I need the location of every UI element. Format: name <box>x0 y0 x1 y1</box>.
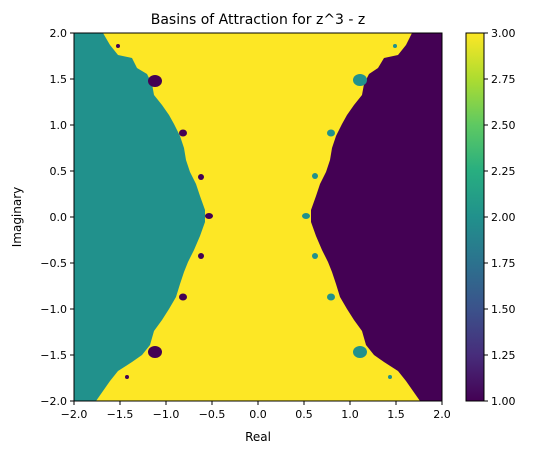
x-tick-label: 0.0 <box>249 408 267 421</box>
colorbar-tick-label: 1.75 <box>491 257 516 270</box>
y-axis-ticks: 2.0 1.5 1.0 0.5 0.0 −0.5 −1.0 −1.5 −2.0 <box>40 27 74 408</box>
y-tick-label: 2.0 <box>50 27 68 40</box>
plot-area <box>74 33 442 401</box>
x-axis-ticks: −2.0 −1.5 −1.0 −0.5 0.0 0.5 1.0 1.5 2.0 <box>61 401 451 421</box>
colorbar-tick-label: 1.00 <box>491 395 516 408</box>
x-tick-label: −2.0 <box>61 408 88 421</box>
colorbar-tick-label: 3.00 <box>491 27 516 40</box>
y-tick-label: −1.0 <box>40 303 67 316</box>
x-tick-label: −0.5 <box>199 408 226 421</box>
y-axis-label: Imaginary <box>10 187 24 248</box>
y-tick-label: −1.5 <box>40 349 67 362</box>
x-tick-label: −1.0 <box>153 408 180 421</box>
y-tick-label: −0.5 <box>40 257 67 270</box>
x-tick-label: 2.0 <box>433 408 451 421</box>
x-tick-label: −1.5 <box>107 408 134 421</box>
basin-minus-one <box>74 33 205 401</box>
x-axis-label: Real <box>245 430 271 444</box>
colorbar-tick-label: 2.25 <box>491 165 516 178</box>
colorbar-tick-label: 1.50 <box>491 303 516 316</box>
colorbar <box>465 32 485 402</box>
colorbar-ticks: 3.00 2.75 2.50 2.25 2.00 1.75 1.50 1.25 1.00 <box>484 27 516 408</box>
x-tick-label: 1.5 <box>387 408 405 421</box>
x-tick-label: 1.0 <box>341 408 359 421</box>
colorbar-tick-label: 2.00 <box>491 211 516 224</box>
x-tick-label: 0.5 <box>295 408 313 421</box>
y-tick-label: −2.0 <box>40 395 67 408</box>
y-tick-label: 0.5 <box>50 165 68 178</box>
y-tick-label: 0.0 <box>50 211 68 224</box>
colorbar-tick-label: 2.75 <box>491 73 516 86</box>
colorbar-tick-label: 1.25 <box>491 349 516 362</box>
basin-bulbs <box>116 44 397 379</box>
chart-title: Basins of Attraction for z^3 - z <box>151 12 366 28</box>
colorbar-tick-label: 2.50 <box>491 119 516 132</box>
y-tick-label: 1.0 <box>50 119 68 132</box>
basin-one <box>311 33 442 401</box>
y-tick-label: 1.5 <box>50 73 68 86</box>
